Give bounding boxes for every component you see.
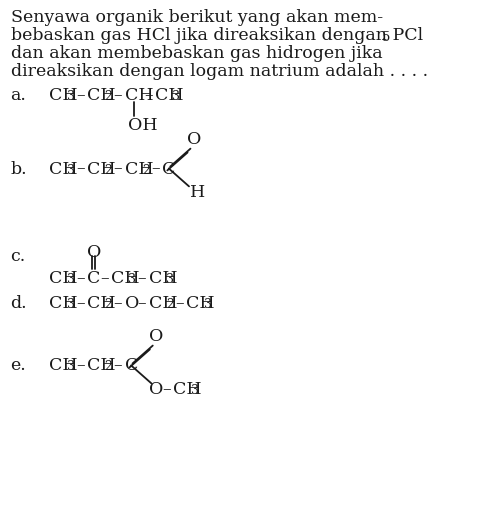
Text: direaksikan dengan logam natrium adalah . . . .: direaksikan dengan logam natrium adalah … [10,63,428,80]
Text: 3: 3 [66,164,74,176]
Text: d.: d. [10,295,27,312]
Text: –: – [76,295,84,312]
Text: b.: b. [10,160,27,177]
Text: 3: 3 [166,273,174,286]
Text: CH: CH [87,295,116,312]
Text: 2: 2 [104,164,112,176]
Text: –: – [114,87,122,104]
Text: CH: CH [174,381,202,398]
Text: –: – [76,270,84,287]
Text: 5: 5 [382,31,390,44]
Text: bebaskan gas HCl jika direaksikan dengan PCl: bebaskan gas HCl jika direaksikan dengan… [10,27,422,44]
Text: CH: CH [155,87,184,104]
Text: O: O [87,244,102,261]
Text: O: O [150,328,164,344]
Text: 3: 3 [191,384,199,397]
Text: –: – [100,270,108,287]
Text: 3: 3 [66,360,74,374]
Text: –: – [76,160,84,177]
Text: 2: 2 [142,164,150,176]
Text: –: – [76,357,84,375]
Text: –: – [144,87,152,104]
Text: –: – [152,160,160,177]
Text: CH: CH [124,160,154,177]
Text: –: – [138,270,146,287]
Text: CH: CH [49,87,78,104]
Text: CH: CH [87,357,116,375]
Text: 2: 2 [104,298,112,311]
Text: 3: 3 [66,298,74,311]
Text: OH: OH [128,117,158,134]
Text: CH: CH [49,270,78,287]
Text: CH: CH [49,160,78,177]
Text: 2: 2 [104,90,112,103]
Text: a.: a. [10,87,26,104]
Text: 2: 2 [104,360,112,374]
Text: C: C [162,160,175,177]
Text: e.: e. [10,357,26,375]
Text: –: – [114,160,122,177]
Text: C: C [124,357,138,375]
Text: C: C [87,270,101,287]
Text: 3: 3 [204,298,212,311]
Text: 3: 3 [128,273,136,286]
Text: dan akan membebaskan gas hidrogen jika: dan akan membebaskan gas hidrogen jika [10,45,382,62]
Text: –: – [76,87,84,104]
Text: CH: CH [111,270,140,287]
Text: 3: 3 [66,273,74,286]
Text: CH: CH [49,295,78,312]
Text: H: H [190,184,205,201]
Text: –: – [114,357,122,375]
Text: –: – [114,295,122,312]
Text: CH: CH [148,270,177,287]
Text: 3: 3 [66,90,74,103]
Text: c.: c. [10,248,26,265]
Text: O: O [150,381,164,398]
Text: –: – [138,295,146,312]
Text: CH: CH [148,295,177,312]
Text: O: O [187,131,202,148]
Text: 3: 3 [172,90,180,103]
Text: CH: CH [124,87,154,104]
Text: 2: 2 [166,298,174,311]
Text: O: O [124,295,139,312]
Text: CH: CH [186,295,215,312]
Text: CH: CH [87,160,116,177]
Text: CH: CH [87,87,116,104]
Text: –: – [175,295,184,312]
Text: –: – [162,381,171,398]
Text: CH: CH [49,357,78,375]
Text: Senyawa organik berikut yang akan mem-: Senyawa organik berikut yang akan mem- [10,9,382,27]
